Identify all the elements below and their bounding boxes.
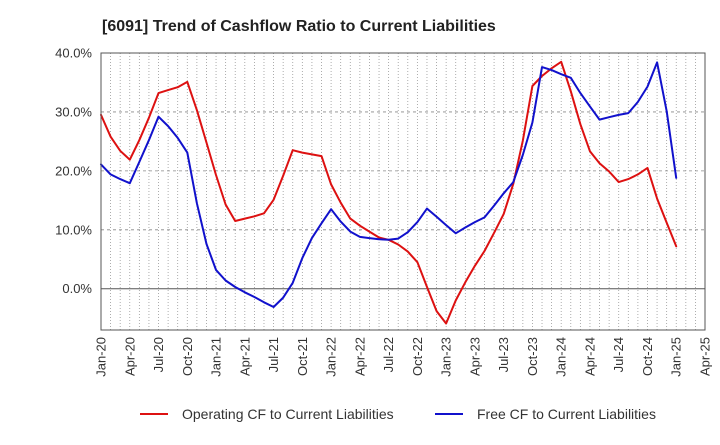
x-tick-label: Jan-22 (324, 337, 339, 377)
x-tick-label: Jan-24 (554, 337, 569, 377)
legend-label: Operating CF to Current Liabilities (182, 406, 394, 422)
x-tick-label: Jan-20 (94, 337, 109, 377)
series-lines (100, 60, 678, 325)
series-line-free-cf (100, 61, 678, 308)
x-tick-label: Oct-23 (525, 337, 540, 376)
x-tick-label: Jan-25 (669, 337, 684, 377)
x-tick-label: Jul-24 (611, 337, 626, 372)
x-tick-label: Oct-22 (410, 337, 425, 376)
x-tick-label: Apr-21 (237, 337, 252, 376)
x-tick-label: Apr-20 (122, 337, 137, 376)
y-tick-label: 20.0% (55, 163, 92, 178)
x-tick-label: Jul-20 (151, 337, 166, 372)
x-tick-label: Oct-20 (180, 337, 195, 376)
legend-label: Free CF to Current Liabilities (477, 406, 656, 422)
x-tick-label: Oct-21 (295, 337, 310, 376)
x-tick-label: Apr-23 (467, 337, 482, 376)
y-tick-label: 40.0% (55, 46, 92, 61)
chart-title: [6091] Trend of Cashflow Ratio to Curren… (102, 18, 496, 35)
legend: Operating CF to Current Liabilities Free … (140, 406, 656, 422)
y-tick-label: 0.0% (62, 281, 92, 296)
y-tick-label: 30.0% (55, 104, 92, 119)
y-tick-label: 10.0% (55, 222, 92, 237)
x-tick-label: Jul-21 (266, 337, 281, 372)
x-tick-label: Jan-23 (439, 337, 454, 377)
x-tick-label: Jul-22 (381, 337, 396, 372)
x-tick-label: Jul-23 (496, 337, 511, 372)
x-tick-label: Jan-21 (209, 337, 224, 377)
x-tick-label: Apr-22 (352, 337, 367, 376)
plot-frame (100, 52, 706, 331)
axes: 0.0% 10.0% 20.0% 30.0% 40.0% Jan-20 Apr-20 Jul-… (55, 46, 712, 377)
grid (100, 52, 706, 330)
x-tick-label: Apr-25 (698, 337, 713, 376)
x-tick-label: Apr-24 (582, 337, 597, 376)
plot-area (101, 53, 705, 330)
x-tick-label: Oct-24 (640, 337, 655, 376)
